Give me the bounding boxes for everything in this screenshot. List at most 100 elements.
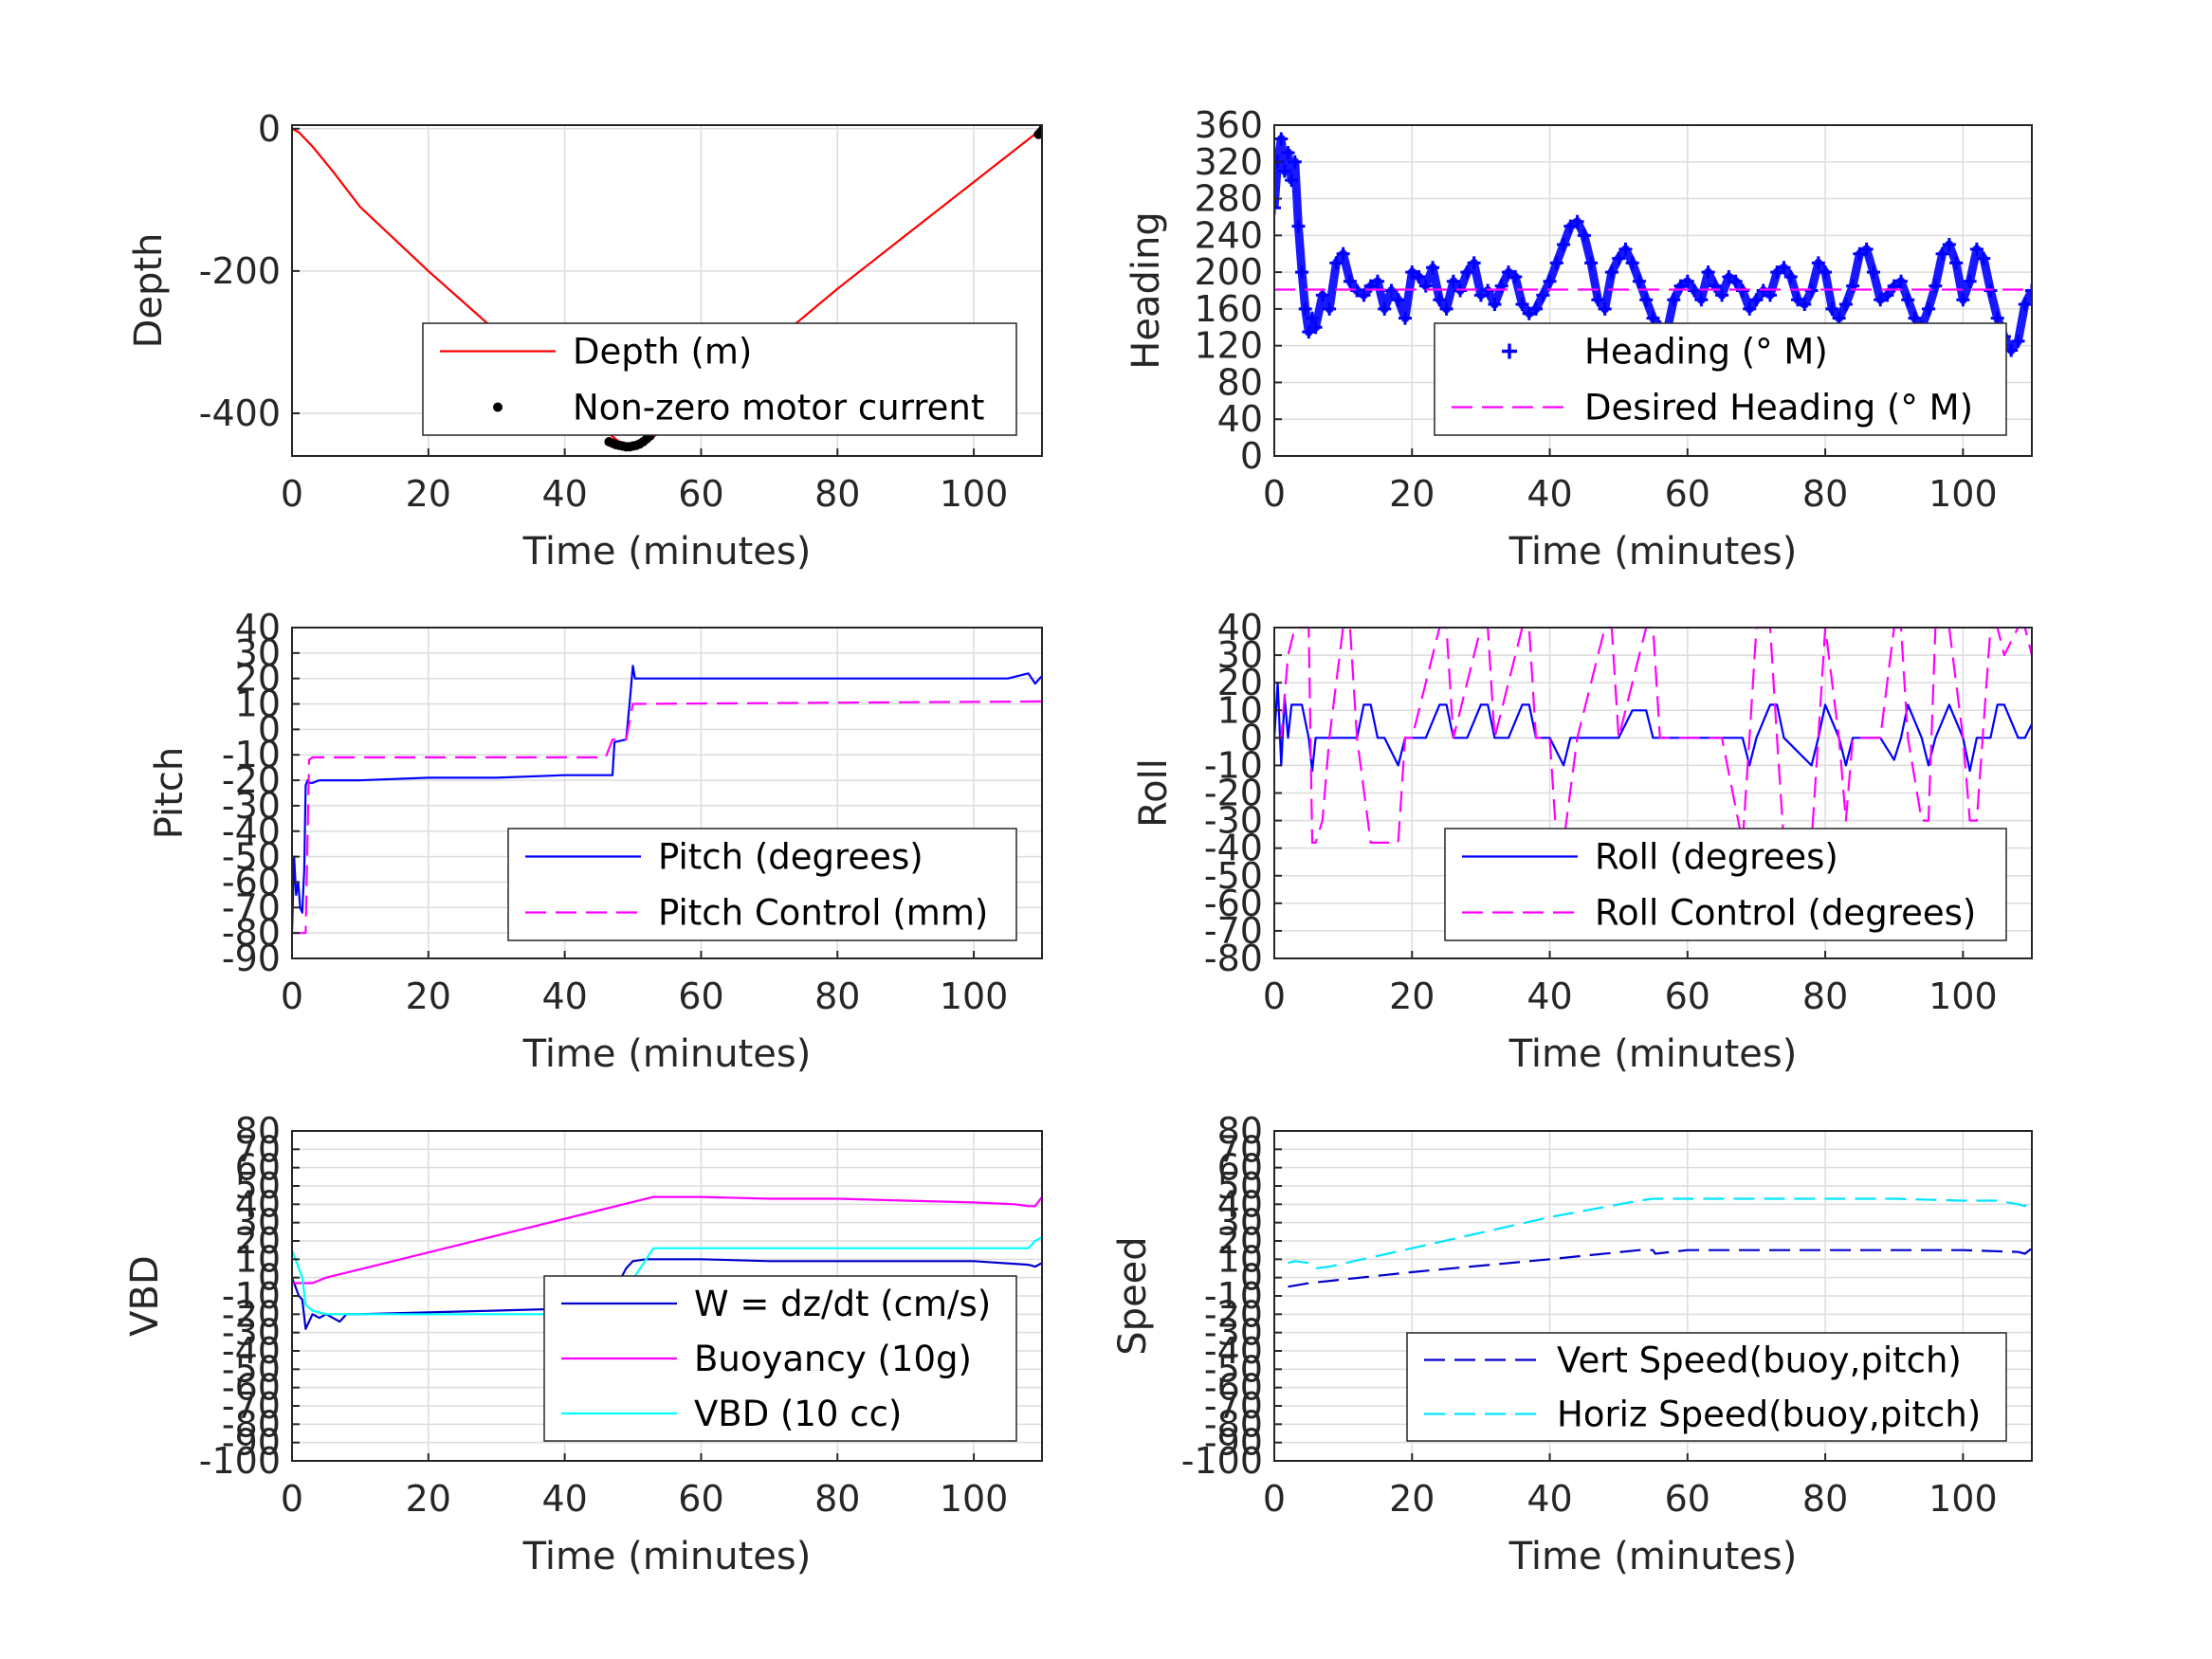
x-tick-label: 0: [1263, 1478, 1286, 1520]
x-tick-label: 80: [814, 1478, 860, 1520]
y-tick-label: -70: [1204, 1385, 1263, 1427]
series-point: [1336, 246, 1350, 261]
y-tick-label: -20: [1204, 1293, 1263, 1335]
x-tick-label: 80: [1802, 473, 1848, 515]
y-tick-label: -40: [222, 811, 281, 852]
series-point: [1969, 242, 1983, 256]
series-point: [1285, 173, 1299, 188]
y-tick-label: -20: [222, 1293, 281, 1335]
series-point: [1694, 293, 1709, 307]
axes-frame: [291, 627, 1043, 959]
series-point: [1749, 293, 1764, 307]
legend-box: [422, 322, 1017, 436]
y-tick-label: -100: [199, 1440, 281, 1482]
series-point: [1825, 301, 1839, 316]
y-tick-label: -20: [1204, 773, 1263, 814]
series-point: [1618, 242, 1633, 256]
x-axis-label: Time (minutes): [1508, 530, 1798, 574]
series-point: [1908, 311, 1922, 325]
series-point: [1701, 265, 1715, 280]
y-tick-label: -10: [222, 1275, 281, 1317]
series-point: [1819, 265, 1833, 280]
y-tick-label: -10: [1204, 744, 1263, 786]
y-tick-label: -50: [222, 836, 281, 878]
series-point: [1439, 301, 1453, 316]
legend-box: [507, 828, 1017, 941]
series-point: [1715, 288, 1729, 302]
series-point: [1667, 293, 1681, 307]
series-point: [1298, 301, 1312, 316]
series-point: [1308, 320, 1323, 335]
y-tick-label: -80: [222, 1403, 281, 1445]
legend: W = dz/dt (cm/s) Buoyancy (10g) VBD (10 cc…: [543, 1275, 1017, 1442]
y-tick-label: -60: [1204, 1367, 1263, 1409]
series-point: [2025, 283, 2032, 298]
series-point: [1763, 288, 1777, 302]
x-tick-label: 20: [1389, 975, 1435, 1017]
series-point: [1277, 164, 1291, 178]
y-axis-label: Depth: [127, 233, 171, 349]
series-point: [1570, 214, 1584, 228]
data-layer: [292, 123, 1042, 452]
series-line-1: [1288, 1247, 2032, 1288]
series-point: [1536, 288, 1550, 302]
series-point: [1625, 256, 1639, 270]
series-point: [1357, 288, 1371, 302]
x-tick-label: 80: [1802, 975, 1848, 1017]
series-point: [1783, 269, 1798, 283]
series-point: [1378, 301, 1392, 316]
y-tick-label: 40: [1217, 1183, 1263, 1225]
x-axis-label: Time (minutes): [1508, 1032, 1798, 1076]
x-tick-label: 0: [1263, 473, 1286, 515]
series-point: [1412, 269, 1426, 283]
y-tick-label: 80: [1217, 361, 1263, 403]
series-point: [1722, 269, 1736, 283]
y-tick-label: 280: [1194, 178, 1263, 220]
x-tick-label: 100: [1929, 975, 1998, 1017]
series-point: [1880, 288, 1894, 302]
series-point: [1612, 251, 1626, 265]
x-tick-label: 60: [678, 473, 723, 515]
y-tick-label: 320: [1194, 141, 1263, 183]
series-point: [1467, 256, 1481, 270]
y-tick-label: 70: [235, 1128, 281, 1170]
y-tick-label: 20: [1217, 1220, 1263, 1262]
series-point: [1473, 288, 1488, 302]
series-point: [1405, 265, 1419, 280]
y-tick-label: 20: [235, 1220, 281, 1262]
x-tick-label: 60: [678, 1478, 723, 1520]
series-point: [1315, 288, 1329, 302]
x-tick-label: 100: [1929, 1478, 1998, 1520]
y-tick-label: 40: [235, 607, 281, 648]
axes-frame: [291, 124, 1043, 457]
y-tick-label: 30: [235, 1202, 281, 1244]
series-point: [1990, 311, 2004, 325]
legend-label: Non-zero motor current: [573, 388, 984, 428]
y-tick-label: 0: [1240, 1257, 1263, 1299]
series-line-1: [292, 665, 1042, 934]
chart-panel-5: 0 20 40 60 80 100-100-90-80-70-60-50-40-30-20…: [123, 1110, 1043, 1578]
series-point: [1853, 246, 1867, 261]
series-line-1: [1274, 682, 2032, 773]
x-tick-label: 20: [406, 473, 451, 515]
y-tick-label: 360: [1194, 104, 1263, 146]
series-point: [1956, 293, 1970, 307]
x-tick-label: 60: [678, 975, 723, 1017]
series-point: [1584, 256, 1599, 270]
y-tick-label: -30: [1204, 1312, 1263, 1354]
data-layer: [1274, 132, 2032, 357]
series-point: [1770, 265, 1784, 280]
legend: Roll (degrees) Roll Control (degrees): [1444, 828, 2007, 941]
y-tick-label: -30: [1204, 800, 1263, 842]
series-point: [1949, 256, 1964, 270]
series-point: [1929, 279, 1943, 293]
series-point: [1549, 256, 1563, 270]
series-point: [1370, 274, 1384, 288]
legend-box: [1434, 322, 2007, 436]
y-tick-label: 60: [235, 1147, 281, 1189]
series-point: [1680, 274, 1694, 288]
series-point: [1291, 219, 1306, 233]
y-tick-label: 30: [235, 632, 281, 674]
x-axis-label: Time (minutes): [522, 1032, 812, 1076]
